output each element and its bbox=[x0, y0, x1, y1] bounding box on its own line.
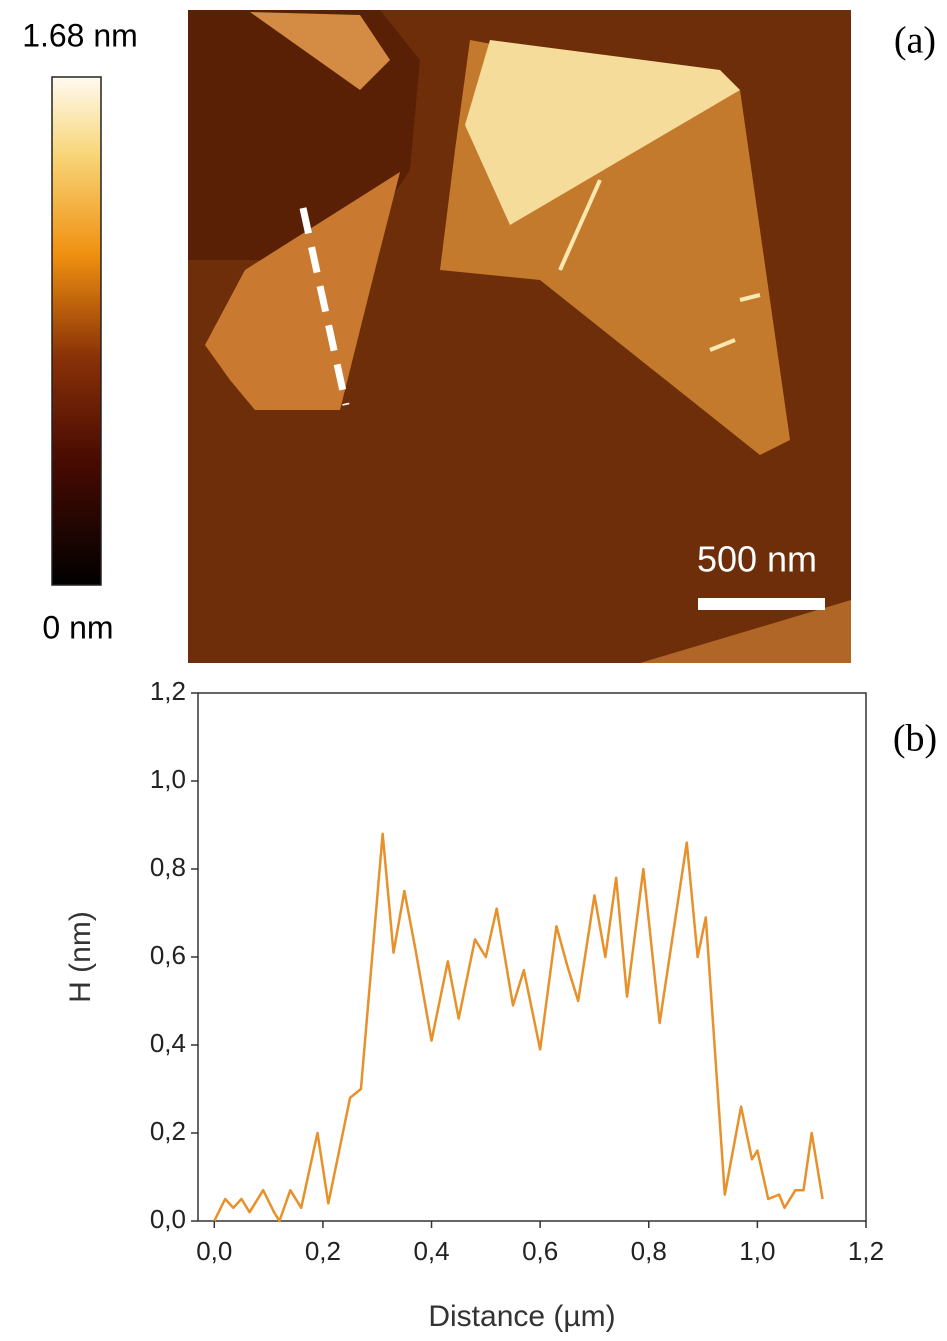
data-line bbox=[213, 832, 824, 1223]
x-tick-label: 0,4 bbox=[413, 1236, 449, 1266]
y-axis-label: H (nm) bbox=[64, 911, 97, 1003]
x-tick-label: 0,6 bbox=[522, 1236, 558, 1266]
y-tick-label: 0,0 bbox=[150, 1204, 186, 1234]
x-tick-label: 0,2 bbox=[305, 1236, 341, 1266]
x-tick-label: 1,0 bbox=[739, 1236, 775, 1266]
x-axis-label: Distance (µm) bbox=[428, 1300, 615, 1333]
y-tick-label: 0,2 bbox=[150, 1116, 186, 1146]
x-tick-label: 0,8 bbox=[631, 1236, 667, 1266]
colorbar-min: 0 nm bbox=[42, 609, 113, 645]
y-tick-label: 0,8 bbox=[150, 852, 186, 882]
y-tick-label: 1,0 bbox=[150, 764, 186, 794]
colorbar-max: 1.68 nm bbox=[22, 17, 138, 53]
plot-frame bbox=[197, 692, 867, 1222]
x-tick-label: 0,0 bbox=[196, 1236, 232, 1266]
panel-label: (b) bbox=[893, 718, 937, 760]
x-tick-label: 1,2 bbox=[848, 1236, 884, 1266]
y-tick-label: 0,4 bbox=[150, 1028, 186, 1058]
y-tick-label: 1,2 bbox=[150, 676, 186, 706]
scale-bar-label: 500 nm bbox=[697, 539, 817, 580]
y-tick-label: 0,6 bbox=[150, 940, 186, 970]
colorbar bbox=[51, 76, 102, 586]
afm-image bbox=[188, 10, 851, 663]
panel-label: (a) bbox=[894, 20, 936, 62]
